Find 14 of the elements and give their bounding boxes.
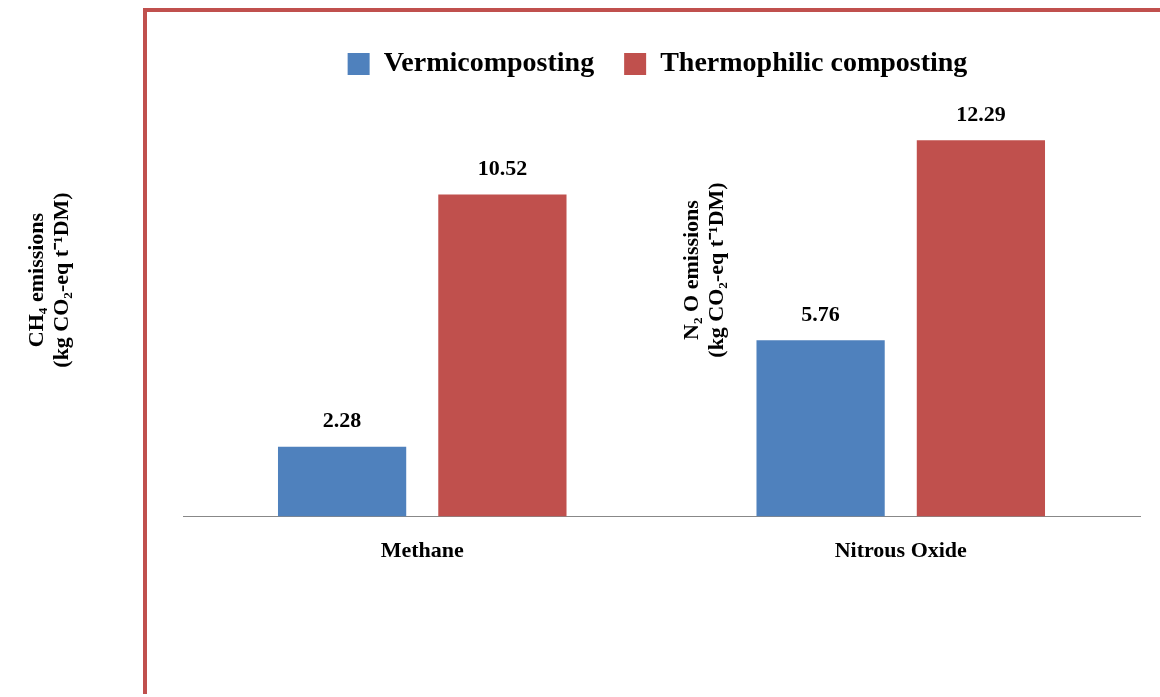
data-label: 12.29 — [956, 101, 1006, 127]
bar — [277, 446, 407, 517]
bar — [916, 140, 1046, 517]
y-axis-title: CH₄ emissions (kg CO₂-eq t⁻¹DM) — [23, 192, 74, 368]
legend-label: Vermicomposting — [383, 46, 595, 78]
legend-label: Thermophilic composting — [660, 46, 968, 78]
x-tick-label: Nitrous Oxide — [834, 537, 968, 563]
x-tick-label: Methane — [380, 537, 465, 563]
data-label: 10.52 — [477, 155, 528, 181]
bar — [438, 194, 567, 517]
data-label: 5.76 — [801, 300, 840, 326]
annotation: N₂ O emissions (kg CO₂-eq t⁻¹DM) — [677, 182, 728, 358]
data-label: 2.28 — [322, 407, 362, 433]
bar — [756, 340, 885, 517]
